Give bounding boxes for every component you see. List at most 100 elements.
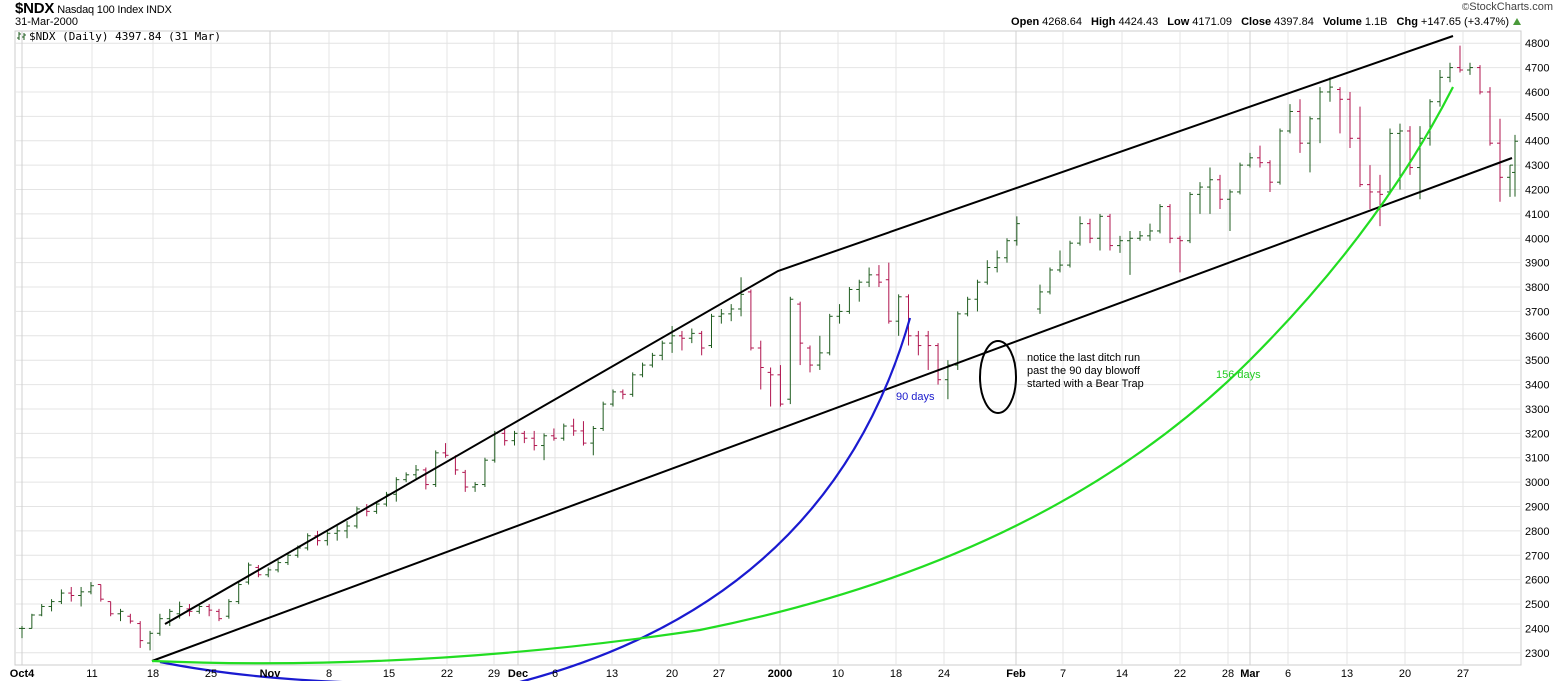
ohlc-bar bbox=[48, 599, 55, 612]
ohlc-bar bbox=[550, 428, 557, 441]
ohlc-bar bbox=[1357, 106, 1363, 188]
ohlc-bar bbox=[1147, 223, 1153, 241]
ohlc-bar bbox=[442, 443, 449, 458]
x-tick-label: 24 bbox=[938, 668, 950, 680]
ohlc-bar bbox=[1487, 87, 1493, 146]
x-tick-label: 18 bbox=[147, 668, 159, 680]
ohlc-bar bbox=[1457, 45, 1463, 73]
ohlc-bar bbox=[816, 335, 823, 370]
x-tick-label: Feb bbox=[1006, 668, 1026, 680]
ohlc-bar bbox=[560, 423, 567, 441]
ohlc-bar bbox=[885, 262, 892, 324]
x-tick-label: 29 bbox=[488, 668, 500, 680]
ohlc-bar bbox=[1167, 204, 1173, 244]
y-tick-label: 4100 bbox=[1525, 209, 1549, 221]
series-legend: $NDX (Daily) 4397.84 (31 Mar) bbox=[17, 30, 221, 43]
x-tick-label: 20 bbox=[1399, 668, 1411, 680]
ohlc-bar bbox=[1437, 70, 1443, 107]
ohlc-bar bbox=[600, 401, 607, 431]
label-156-days: 156 days bbox=[1216, 369, 1261, 381]
y-tick-label: 4400 bbox=[1525, 136, 1549, 148]
ohlc-bar-icon bbox=[17, 32, 26, 40]
ohlc-bar bbox=[373, 501, 380, 514]
y-tick-label: 3600 bbox=[1525, 331, 1549, 343]
y-tick-label: 2600 bbox=[1525, 575, 1549, 587]
ohlc-bar bbox=[1077, 216, 1083, 246]
ohlc-bar bbox=[836, 304, 843, 324]
symbol: $NDX bbox=[15, 0, 55, 17]
y-tick-label: 3100 bbox=[1525, 453, 1549, 465]
ohlc-bar bbox=[68, 586, 75, 602]
ohlc-bar bbox=[590, 426, 597, 456]
ohlc-bar bbox=[649, 352, 656, 368]
x-tick-label: 11 bbox=[86, 668, 97, 680]
y-tick-label: 2500 bbox=[1525, 599, 1549, 611]
price-bars bbox=[19, 45, 1518, 651]
x-tick-label: Dec bbox=[508, 668, 528, 680]
ohlc-bar bbox=[344, 521, 351, 539]
ohlc-bar bbox=[1057, 250, 1063, 273]
ohlc-bar bbox=[1287, 104, 1293, 134]
ohlc-bar bbox=[747, 289, 754, 351]
ohlc-bar bbox=[284, 552, 291, 566]
green-parabola-curve bbox=[151, 86, 1454, 665]
ohlc-bar bbox=[1277, 128, 1283, 185]
bear-trap-ellipse bbox=[979, 340, 1017, 414]
ohlc-bar bbox=[807, 345, 813, 373]
ohlc-bar bbox=[1267, 160, 1273, 192]
ohlc-bar bbox=[403, 472, 410, 483]
x-tick-label: 15 bbox=[383, 668, 395, 680]
ohlc-bar bbox=[216, 608, 222, 622]
ohlc-bar bbox=[610, 389, 616, 407]
ohlc-bar bbox=[1337, 87, 1343, 134]
x-tick-label: 6 bbox=[1285, 668, 1291, 680]
ohlc-bar bbox=[334, 526, 341, 541]
x-tick-label: 22 bbox=[1174, 668, 1186, 680]
ohlc-bar bbox=[462, 469, 469, 492]
ohlc-bar bbox=[935, 343, 942, 385]
x-tick-label: 6 bbox=[552, 668, 558, 680]
y-tick-label: 3800 bbox=[1525, 282, 1549, 294]
ohlc-bar bbox=[1087, 218, 1093, 244]
note-line-1: notice the last ditch run bbox=[1027, 352, 1141, 364]
brand-logo: ©StockCharts.com bbox=[1461, 1, 1553, 13]
ohlc-bar bbox=[698, 330, 705, 356]
ohlc-bar bbox=[472, 482, 479, 492]
ohlc-bar bbox=[1477, 65, 1483, 95]
ohlc-bar bbox=[511, 430, 518, 446]
ohlc-bar bbox=[1327, 77, 1333, 102]
ohlc-bar bbox=[1217, 174, 1223, 210]
index-name: Nasdaq 100 Index INDX bbox=[57, 4, 172, 16]
y-tick-label: 3300 bbox=[1525, 404, 1549, 416]
ohlc-bar bbox=[1127, 230, 1133, 275]
x-tick-label: 27 bbox=[1457, 668, 1469, 680]
ohlc-bar bbox=[875, 265, 882, 288]
ohlc-bar bbox=[481, 457, 488, 487]
x-tick-label: 25 bbox=[205, 668, 217, 680]
ohlc-bar bbox=[117, 608, 124, 622]
ohlc-bar bbox=[353, 506, 360, 529]
ohlc-bar bbox=[1177, 235, 1183, 273]
ohlc-bar bbox=[728, 304, 735, 322]
ohlc-bar bbox=[1507, 164, 1513, 197]
ohlc-bar bbox=[235, 582, 242, 605]
ohlc-bar bbox=[531, 430, 538, 451]
ohlc-bar bbox=[1307, 116, 1313, 173]
y-tick-label: 4200 bbox=[1525, 185, 1549, 197]
ohlc-bar bbox=[629, 372, 636, 397]
ohlc-bar bbox=[1117, 235, 1123, 253]
ohlc-bar bbox=[541, 433, 548, 461]
ohlc-bar bbox=[1387, 128, 1393, 195]
ohlc-bar bbox=[1207, 167, 1213, 214]
y-tick-label: 3900 bbox=[1525, 258, 1549, 270]
y-tick-label: 4000 bbox=[1525, 233, 1549, 245]
x-tick-label: 20 bbox=[666, 668, 678, 680]
plot-frame bbox=[14, 30, 1522, 666]
ohlc-bar bbox=[206, 604, 213, 617]
ohlc-bar bbox=[964, 296, 971, 317]
ohlc-bar bbox=[1097, 213, 1103, 251]
ohlc-bar bbox=[688, 328, 695, 344]
upper-channel-line bbox=[164, 35, 1454, 625]
y-tick-label: 4700 bbox=[1525, 63, 1549, 75]
label-90-days: 90 days bbox=[896, 391, 935, 403]
